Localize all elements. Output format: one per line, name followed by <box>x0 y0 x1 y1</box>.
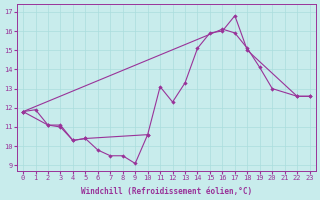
X-axis label: Windchill (Refroidissement éolien,°C): Windchill (Refroidissement éolien,°C) <box>81 187 252 196</box>
